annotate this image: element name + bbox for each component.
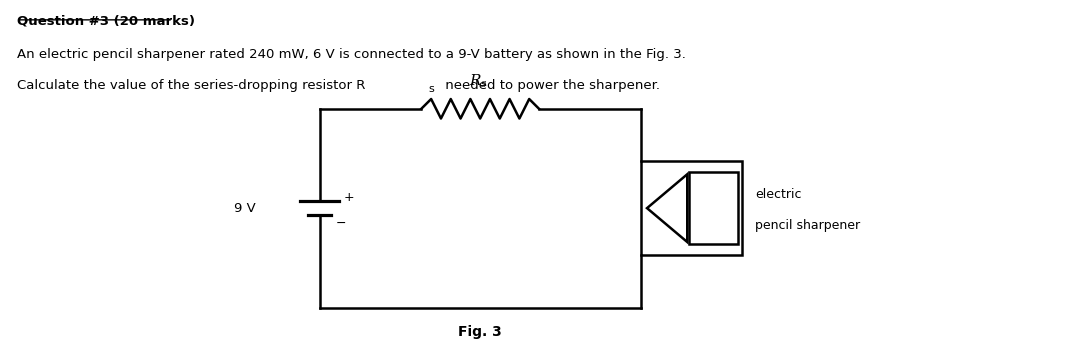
Text: $R_s$: $R_s$	[469, 72, 487, 90]
Text: Fig. 3: Fig. 3	[458, 325, 502, 339]
Bar	[690, 172, 738, 244]
Text: Calculate the value of the series-dropping resistor R: Calculate the value of the series-droppi…	[17, 79, 365, 92]
Text: −: −	[335, 217, 346, 230]
Text: Question #3 (20 marks): Question #3 (20 marks)	[17, 15, 195, 27]
Text: pencil sharpener: pencil sharpener	[755, 219, 860, 232]
Polygon shape	[647, 174, 688, 242]
Text: An electric pencil sharpener rated 240 mW, 6 V is connected to a 9-V battery as : An electric pencil sharpener rated 240 m…	[17, 48, 686, 61]
Text: electric: electric	[755, 188, 802, 201]
Text: needed to power the sharpener.: needed to power the sharpener.	[441, 79, 660, 92]
Text: s: s	[429, 84, 434, 94]
Text: +: +	[343, 191, 354, 204]
Bar	[640, 161, 743, 255]
Text: 9 V: 9 V	[234, 202, 255, 215]
